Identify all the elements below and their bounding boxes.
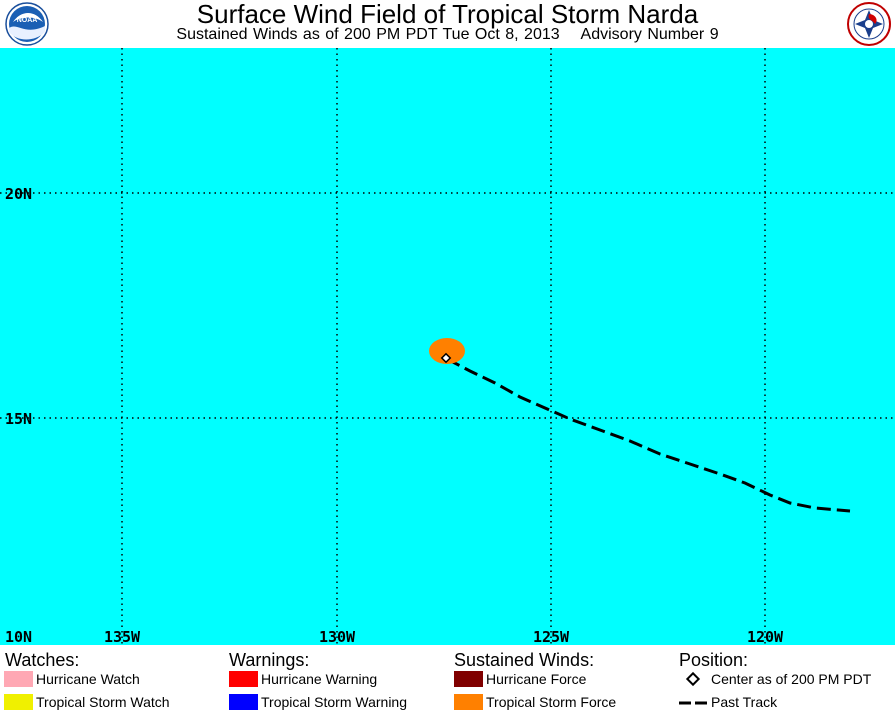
- legend-warnings-heading: Warnings:: [229, 650, 310, 670]
- lat-label: 10N: [5, 628, 32, 645]
- legend-position-heading: Position:: [679, 650, 749, 670]
- storm-center-marker: [440, 352, 452, 364]
- tropical-storm-wind-field: [429, 338, 465, 364]
- tropical-storm-watch-swatch: [4, 694, 33, 710]
- hurricane-warning-swatch: [229, 671, 258, 687]
- legend: Watches: Hurricane Watch Tropical Storm …: [0, 645, 895, 716]
- tropical-storm-force-swatch: [454, 694, 483, 710]
- legend-tropical-storm-watch: Tropical Storm Watch: [4, 693, 219, 711]
- lon-label: 130W: [319, 628, 356, 645]
- lat-label: 15N: [5, 410, 32, 428]
- legend-hurricane-warning: Hurricane Warning: [229, 670, 444, 688]
- lon-label: 125W: [533, 628, 570, 645]
- diamond-icon: [685, 671, 701, 687]
- legend-tropical-storm-warning: Tropical Storm Warning: [229, 693, 444, 711]
- header: NOAA Surface Wind Field of Tropical Stor…: [0, 0, 895, 48]
- wind-field-map: 20N 15N 10N 135W 130W 125W 120W: [0, 48, 895, 645]
- legend-winds-heading: Sustained Winds:: [454, 650, 595, 670]
- map-subtitle: Sustained Winds as of 200 PM PDT Tue Oct…: [176, 26, 719, 43]
- hurricane-force-swatch: [454, 671, 483, 687]
- lat-label: 20N: [5, 185, 32, 203]
- legend-hurricane-force: Hurricane Force: [454, 670, 669, 688]
- lon-label: 135W: [104, 628, 141, 645]
- dashed-line-icon: [679, 701, 709, 705]
- noaa-logo: NOAA: [5, 2, 49, 46]
- past-track-layer: [446, 357, 851, 513]
- legend-tropical-storm-force: Tropical Storm Force: [454, 693, 669, 711]
- tropical-storm-warning-swatch: [229, 694, 258, 710]
- legend-hurricane-watch: Hurricane Watch: [4, 670, 219, 688]
- legend-watches-heading: Watches:: [5, 650, 80, 670]
- hurricane-watch-swatch: [4, 671, 33, 687]
- lat-lon-grid: [0, 48, 895, 645]
- grid-labels: 20N 15N 10N 135W 130W 125W 120W: [5, 185, 784, 645]
- legend-past-track: Past Track: [679, 693, 893, 711]
- map-title: Surface Wind Field of Tropical Storm Nar…: [196, 0, 699, 29]
- svg-text:NOAA: NOAA: [17, 17, 38, 24]
- past-track: [446, 357, 851, 513]
- lon-label: 120W: [747, 628, 784, 645]
- nws-logo: [847, 2, 891, 46]
- legend-center-position: Center as of 200 PM PDT: [679, 670, 893, 688]
